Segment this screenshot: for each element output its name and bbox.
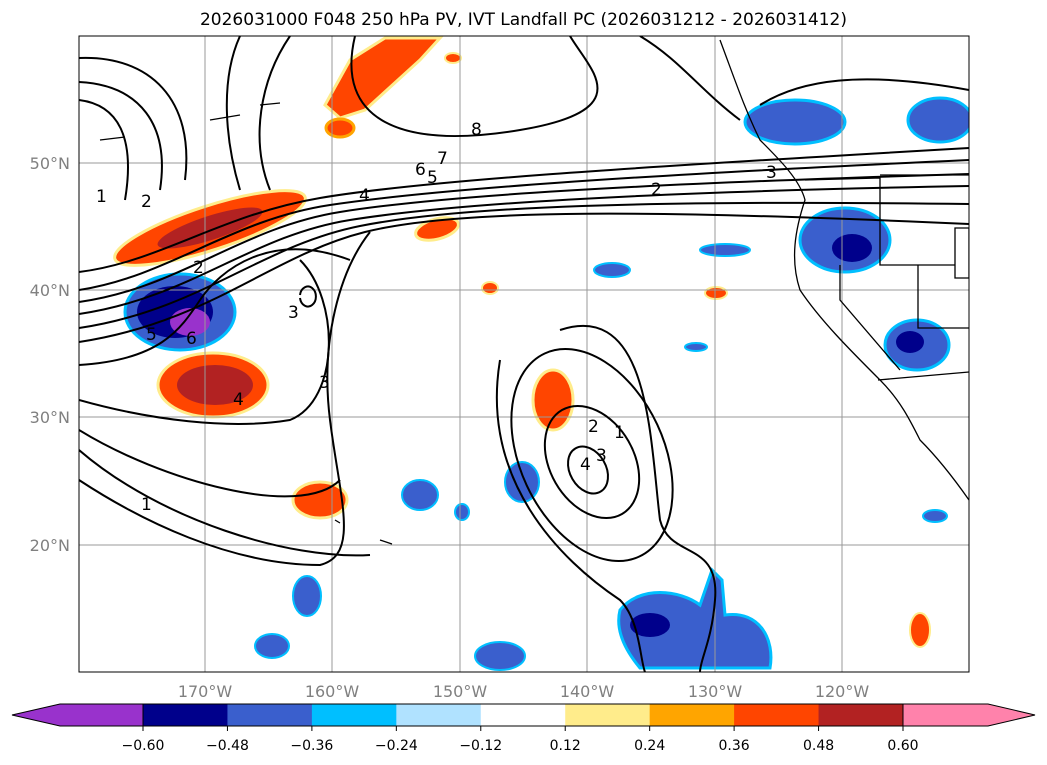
svg-text:4: 4 <box>580 455 591 475</box>
svg-text:5: 5 <box>146 325 157 345</box>
colorbar-tick-label: −0.36 <box>290 738 333 754</box>
svg-text:2: 2 <box>193 258 204 278</box>
svg-text:1: 1 <box>96 187 107 207</box>
svg-text:3: 3 <box>319 373 330 393</box>
colorbar-tick-label: −0.24 <box>375 738 418 754</box>
colorbar-extend-low <box>11 703 144 727</box>
colorbar-tick-label: 0.60 <box>887 738 918 754</box>
colorbar-segment <box>143 704 228 726</box>
svg-text:170°W: 170°W <box>178 682 233 701</box>
svg-text:5: 5 <box>427 168 438 188</box>
colorbar-tick-label: 0.24 <box>634 738 665 754</box>
shading-negative <box>123 96 969 671</box>
svg-text:3: 3 <box>766 163 777 183</box>
colorbar-segment <box>480 704 566 726</box>
svg-text:4: 4 <box>233 390 244 410</box>
svg-text:130°W: 130°W <box>688 682 743 701</box>
svg-text:20°N: 20°N <box>30 536 70 555</box>
colorbar-tick-label: 0.48 <box>803 738 834 754</box>
svg-text:1: 1 <box>141 495 152 515</box>
colorbar-segment <box>227 704 313 726</box>
svg-text:2: 2 <box>141 192 152 212</box>
colorbar-frame <box>142 703 904 727</box>
colorbar-tick-label: 0.36 <box>719 738 750 754</box>
colorbar-tick-label: −0.60 <box>122 738 165 754</box>
map-area: 1 2 8 7 6 5 4 2 3 2 6 5 3 3 4 1 1 2 3 4 <box>79 36 969 672</box>
svg-text:6: 6 <box>415 160 426 180</box>
colorbar-segment <box>396 704 482 726</box>
svg-text:160°W: 160°W <box>305 682 360 701</box>
svg-text:40°N: 40°N <box>30 281 70 300</box>
lon-tick-labels: 170°W 160°W 150°W 140°W 130°W 120°W <box>178 682 870 701</box>
colorbar-segment <box>649 704 735 726</box>
svg-text:4: 4 <box>359 186 370 206</box>
svg-text:30°N: 30°N <box>30 408 70 427</box>
map-frame <box>78 35 970 673</box>
svg-text:6: 6 <box>186 329 197 349</box>
colorbar: −0.60 −0.48 −0.36 −0.24 −0.12 0.12 0.24 0.36 0.4… <box>11 703 1036 754</box>
shading-positive <box>113 36 931 648</box>
svg-text:1: 1 <box>614 423 625 443</box>
svg-text:8: 8 <box>471 120 482 140</box>
svg-text:3: 3 <box>596 446 607 466</box>
colorbar-tick-label: −0.12 <box>459 738 502 754</box>
colorbar-tick-label: 0.12 <box>550 738 581 754</box>
colorbar-segment <box>734 704 820 726</box>
colorbar-tick-label: −0.48 <box>206 738 249 754</box>
svg-text:7: 7 <box>437 149 448 169</box>
plot-title: 2026031000 F048 250 hPa PV, IVT Landfall… <box>199 10 847 30</box>
svg-text:140°W: 140°W <box>560 682 615 701</box>
colorbar-segment <box>818 704 904 726</box>
colorbar-segment <box>311 704 397 726</box>
colorbar-segment <box>565 704 651 726</box>
svg-text:150°W: 150°W <box>433 682 488 701</box>
colorbar-extend-high <box>902 703 1036 727</box>
svg-text:50°N: 50°N <box>30 154 70 173</box>
svg-text:2: 2 <box>651 180 662 200</box>
svg-text:3: 3 <box>288 303 299 323</box>
lat-tick-labels: 50°N 40°N 30°N 20°N <box>30 154 70 555</box>
contour-labels: 1 2 8 7 6 5 4 2 3 2 6 5 3 3 4 1 1 2 3 4 <box>96 120 777 515</box>
contour-lines <box>79 36 969 672</box>
svg-text:120°W: 120°W <box>815 682 870 701</box>
svg-text:2: 2 <box>588 417 599 437</box>
